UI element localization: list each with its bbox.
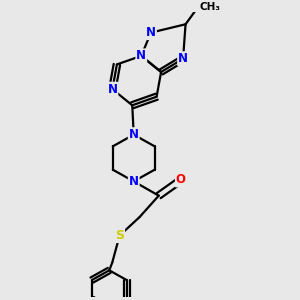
Text: N: N: [146, 26, 156, 39]
Text: N: N: [129, 175, 139, 188]
Text: N: N: [129, 128, 139, 141]
Text: N: N: [178, 52, 188, 65]
Text: N: N: [136, 50, 146, 62]
Text: O: O: [176, 173, 186, 187]
Text: CH₃: CH₃: [200, 2, 221, 12]
Text: N: N: [107, 83, 117, 96]
Text: S: S: [115, 229, 124, 242]
